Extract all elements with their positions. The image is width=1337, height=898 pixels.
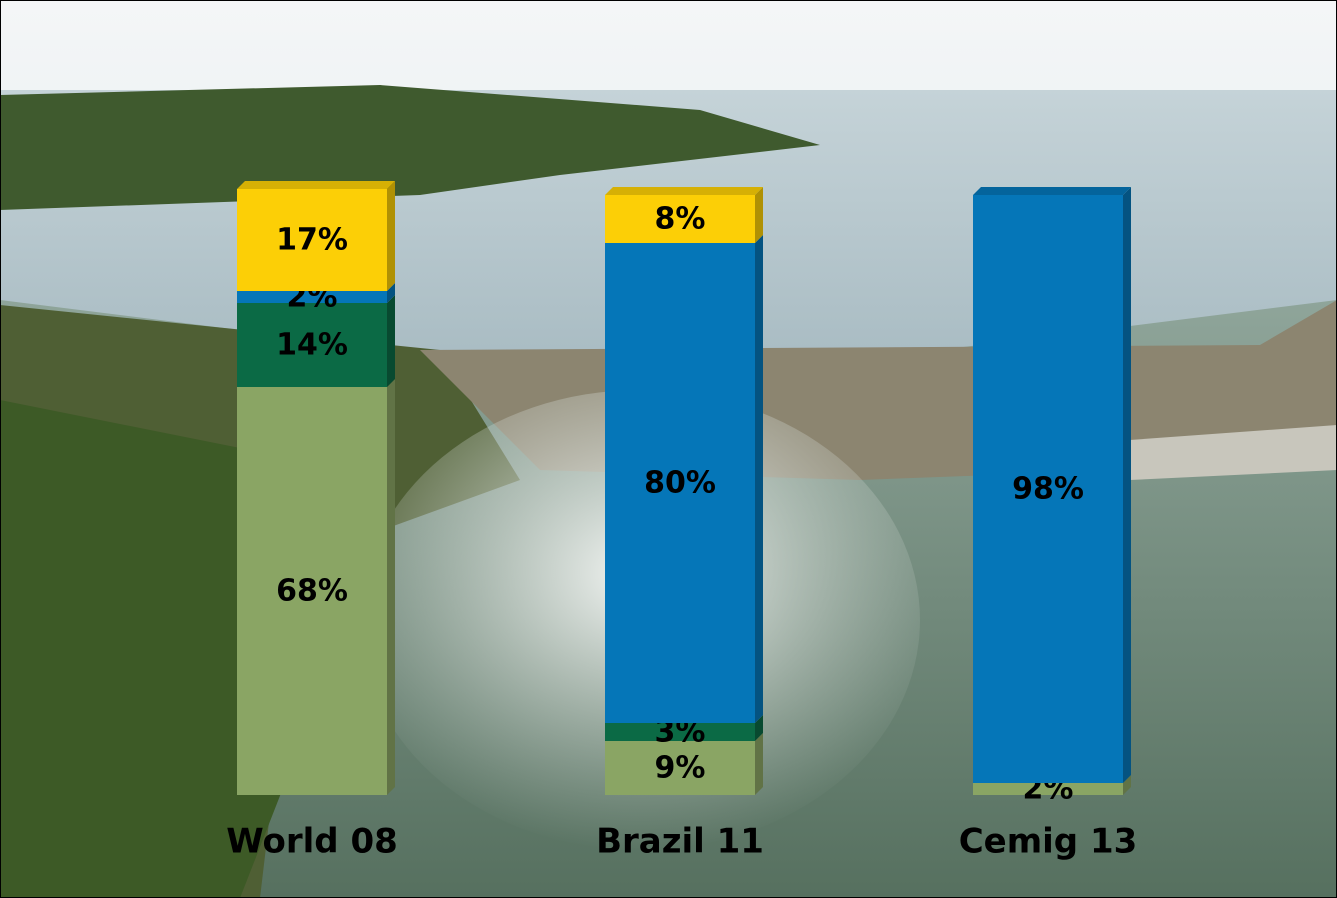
- bar-top: [973, 187, 1131, 195]
- bar-segment: [973, 783, 1123, 795]
- bar-segment: [605, 741, 755, 795]
- value-label: 8%: [655, 202, 706, 237]
- bar-segment: [237, 291, 387, 303]
- bar-side: [387, 295, 395, 387]
- value-label: 98%: [1012, 472, 1084, 507]
- bar-segment: [973, 195, 1123, 783]
- bar-segment: [237, 189, 387, 291]
- bar-segment: [237, 387, 387, 795]
- bar-side: [387, 181, 395, 291]
- bar-side: [755, 187, 763, 243]
- bar-segment: [605, 195, 755, 243]
- bar-side: [755, 235, 763, 723]
- value-label: 68%: [276, 574, 348, 609]
- bar-side: [387, 379, 395, 795]
- bar-segment: [605, 243, 755, 723]
- bar-segment: [605, 723, 755, 741]
- value-label: 80%: [644, 466, 716, 501]
- x-tick-label: Cemig 13: [959, 822, 1138, 862]
- bar-side: [755, 733, 763, 795]
- bar-top: [237, 181, 395, 189]
- x-tick-label: Brazil 11: [596, 822, 764, 862]
- x-tick-label: World 08: [226, 822, 398, 862]
- bar-side: [755, 715, 763, 741]
- value-label: 17%: [276, 223, 348, 258]
- bar-segment: [237, 303, 387, 387]
- value-label: 9%: [655, 751, 706, 786]
- bar-side: [1123, 187, 1131, 783]
- bar-side: [387, 283, 395, 303]
- value-label: 14%: [276, 328, 348, 363]
- bar-side: [1123, 775, 1131, 795]
- bar-top: [605, 187, 763, 195]
